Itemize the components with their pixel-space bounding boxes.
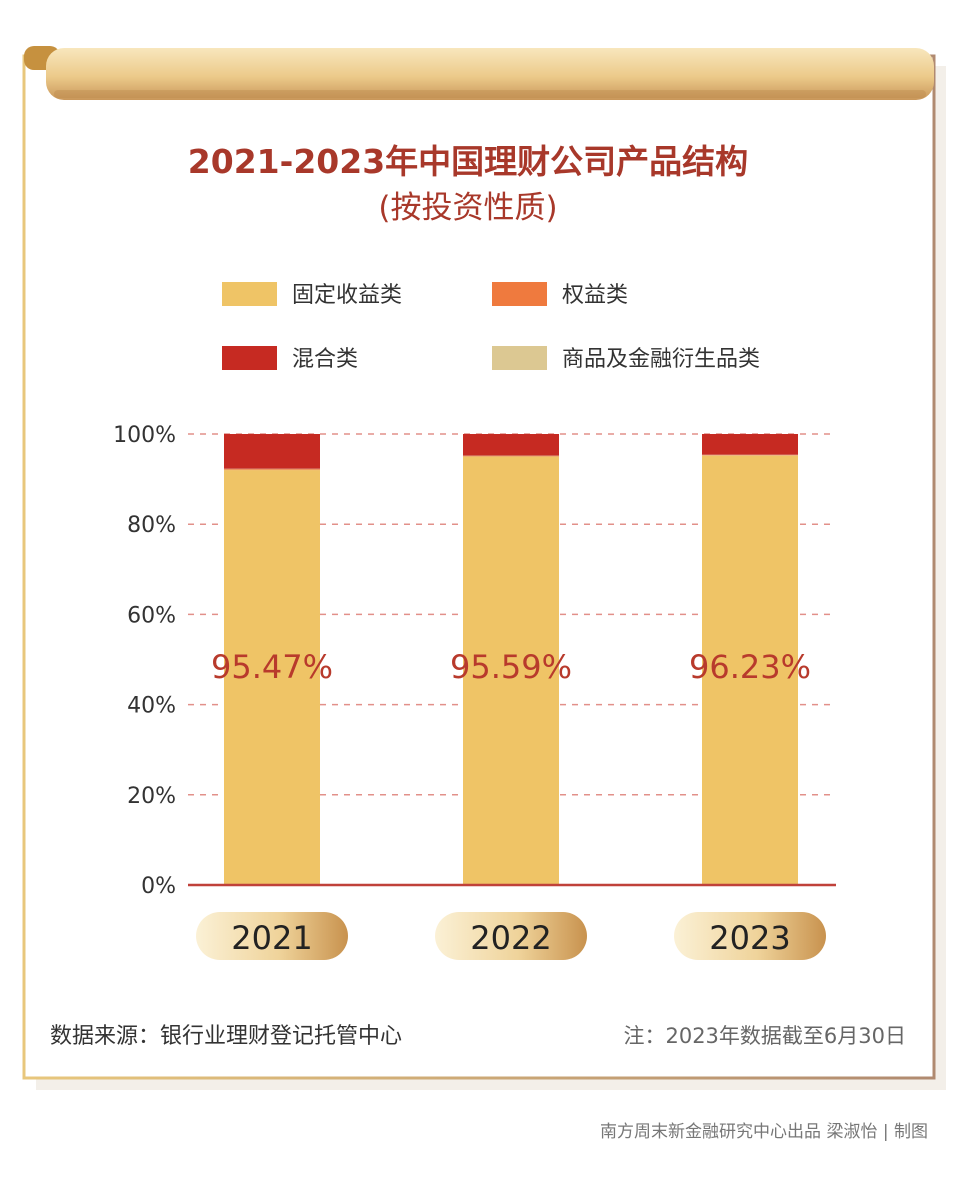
legend-item-fixed-income: 固定收益类 xyxy=(222,282,402,308)
scroll-header xyxy=(24,46,934,100)
bar-segment-fixed-income xyxy=(224,470,320,885)
bar-segment-mixed xyxy=(702,434,798,455)
legend-item-mixed: 混合类 xyxy=(222,346,358,372)
source-note: 数据来源：银行业理财登记托管中心 xyxy=(50,1024,402,1049)
y-tick-label: 0% xyxy=(141,874,176,899)
y-tick-label: 20% xyxy=(127,784,176,809)
legend-label-mixed: 混合类 xyxy=(292,347,358,372)
x-tick-label: 2022 xyxy=(470,919,551,957)
data-label: 95.59% xyxy=(450,648,572,686)
footnote: 注：2023年数据截至6月30日 xyxy=(623,1024,906,1048)
bar-stack-2023 xyxy=(702,434,798,885)
legend-swatch-fixed-income xyxy=(222,282,277,306)
bar-segment-fixed-income xyxy=(702,455,798,885)
y-tick-label: 60% xyxy=(127,603,176,628)
legend-item-equity: 权益类 xyxy=(492,282,628,308)
data-labels: 95.47% 95.59% 96.23% xyxy=(211,648,811,686)
legend: 固定收益类 权益类 混合类 商品及金融衍生品类 xyxy=(222,282,760,372)
credit-line: 南方周末新金融研究中心出品 梁淑怡 | 制图 xyxy=(600,1122,928,1142)
legend-swatch-equity xyxy=(492,282,547,306)
bars xyxy=(224,434,798,885)
x-tick-label: 2023 xyxy=(709,919,790,957)
x-tick-label: 2021 xyxy=(231,919,312,957)
bar-stack-2022 xyxy=(463,434,559,885)
bar-segment-fixed-income xyxy=(463,456,559,885)
y-axis-ticks: 0% 20% 40% 60% 80% 100% xyxy=(113,423,176,899)
chart-subtitle: (按投资性质) xyxy=(378,190,557,226)
bar-segment-mixed xyxy=(224,434,320,469)
y-tick-label: 40% xyxy=(127,694,176,719)
bar-stack-2021 xyxy=(224,434,320,885)
x-category-pill xyxy=(196,912,348,960)
legend-label-commodity: 商品及金融衍生品类 xyxy=(562,347,760,372)
x-category-pill xyxy=(674,912,826,960)
bar-segment-mixed xyxy=(463,434,559,456)
legend-item-commodity: 商品及金融衍生品类 xyxy=(492,346,760,372)
legend-label-equity: 权益类 xyxy=(562,283,628,308)
x-axis-categories: 2021 2022 2023 xyxy=(196,912,826,960)
legend-swatch-mixed xyxy=(222,346,277,370)
data-label: 95.47% xyxy=(211,648,333,686)
bar-segment-equity xyxy=(224,469,320,471)
y-tick-label: 80% xyxy=(127,513,176,538)
legend-label-fixed-income: 固定收益类 xyxy=(292,283,402,308)
data-label: 96.23% xyxy=(689,648,811,686)
legend-swatch-commodity xyxy=(492,346,547,370)
chart-title: 2021-2023年中国理财公司产品结构 xyxy=(188,142,748,181)
y-tick-label: 100% xyxy=(113,423,176,448)
x-category-pill xyxy=(435,912,587,960)
